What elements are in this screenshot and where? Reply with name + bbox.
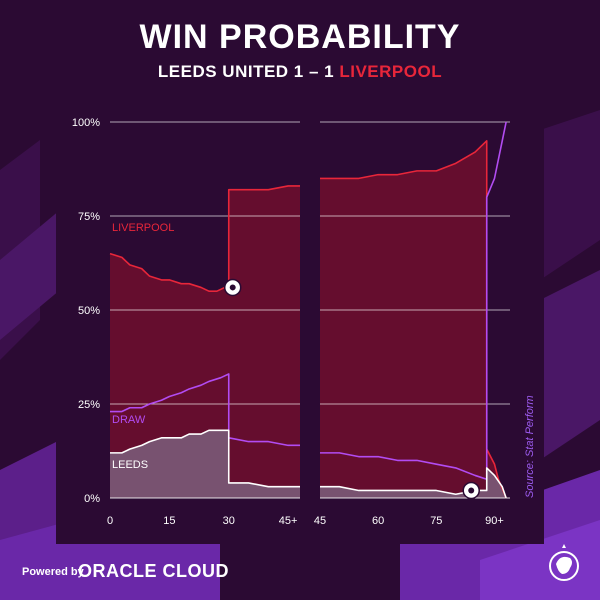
series-label-draw: DRAW bbox=[112, 414, 146, 426]
x-tick-label-0-15: 15 bbox=[163, 515, 175, 527]
x-tick-label-1-60: 60 bbox=[372, 515, 384, 527]
y-tick-label-50: 50% bbox=[78, 305, 100, 317]
y-tick-label-75: 75% bbox=[78, 211, 100, 223]
source-note: Source: Stat Perform bbox=[524, 395, 536, 498]
premier-league-lion-icon bbox=[549, 544, 579, 581]
chart-title: WIN PROBABILITY bbox=[139, 18, 461, 56]
leeds-line-panel-0 bbox=[110, 429, 300, 488]
x-tick-label-0-0: 0 bbox=[107, 515, 113, 527]
series-label-leeds: LEEDS bbox=[112, 459, 148, 471]
powered-by-label: Powered by bbox=[22, 566, 84, 578]
draw-line-panel-1 bbox=[320, 121, 507, 480]
x-tick-label-1-75: 75 bbox=[430, 515, 442, 527]
x-tick-label-1-45: 45 bbox=[314, 515, 326, 527]
subtitle-away-team: LIVERPOOL bbox=[339, 62, 443, 81]
chart-subtitle: LEEDS UNITED 1 – 1 LIVERPOOL bbox=[0, 62, 600, 82]
draw-line-panel-0 bbox=[110, 373, 300, 447]
goal-ball-icon bbox=[223, 278, 242, 297]
leeds-area-panel-0 bbox=[110, 430, 300, 498]
liverpool-line-panel-0 bbox=[109, 185, 300, 292]
x-tick-label-1-90: 90+ bbox=[485, 515, 504, 527]
sponsor-brand: ORACLE CLOUD bbox=[78, 561, 229, 581]
y-tick-label-100: 100% bbox=[72, 117, 100, 129]
liverpool-line-panel-1 bbox=[320, 140, 507, 499]
y-tick-label-0: 0% bbox=[84, 493, 100, 505]
goal-ball-icon bbox=[462, 481, 480, 500]
x-tick-label-0-30: 30 bbox=[223, 515, 235, 527]
x-tick-label-0-45: 45+ bbox=[279, 515, 298, 527]
liverpool-area-panel-1 bbox=[320, 140, 507, 499]
subtitle-score: LEEDS UNITED 1 – 1 bbox=[157, 62, 340, 81]
leeds-line-panel-1 bbox=[320, 467, 507, 499]
liverpool-area-panel-0 bbox=[110, 185, 300, 499]
y-tick-label-25: 25% bbox=[78, 399, 100, 411]
series-label-liverpool: LIVERPOOL bbox=[112, 222, 174, 234]
